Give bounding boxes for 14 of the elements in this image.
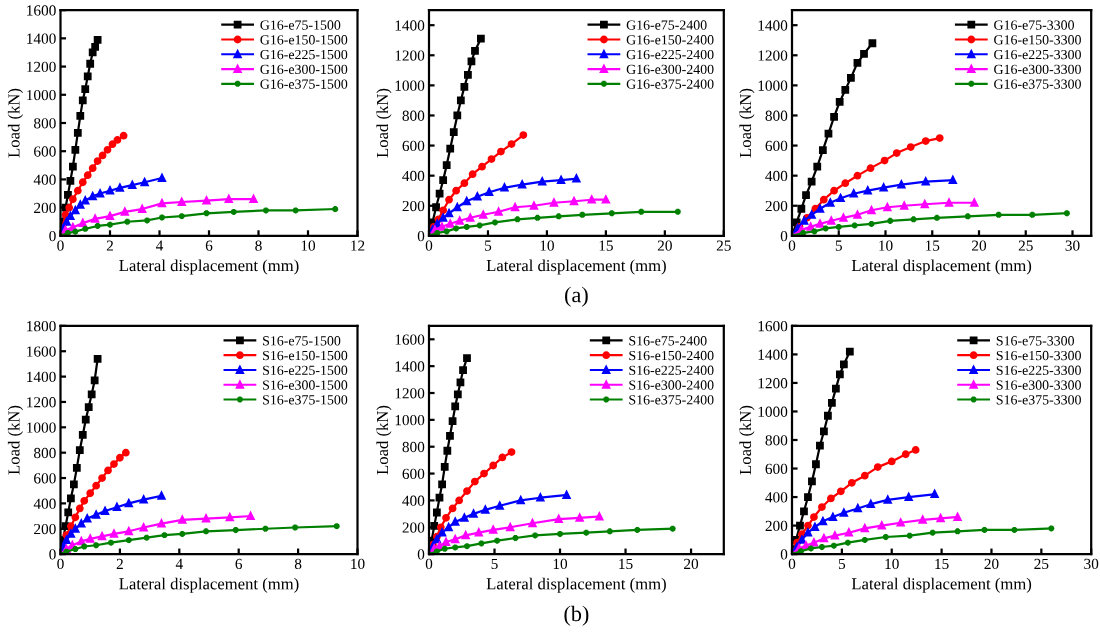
text: (a): [565, 286, 588, 307]
y-axis-title: Load (kN): [7, 88, 23, 158]
x-axis-title: Lateral displacement (mm): [851, 259, 1032, 275]
x-axis-title: Lateral displacement (mm): [119, 259, 299, 275]
x-axis-title: Lateral displacement (mm): [119, 577, 299, 593]
y-axis-title: Load (kN): [376, 88, 392, 158]
y-axis-title: Load (kN): [739, 88, 755, 158]
y-axis-title: Load (kN): [739, 405, 755, 475]
y-axis-title: Load (kN): [376, 405, 392, 475]
x-axis-title: Lateral displacement (mm): [486, 577, 666, 593]
x-axis-title: Lateral displacement (mm): [851, 577, 1032, 593]
x-axis-title: Lateral displacement (mm): [486, 259, 666, 275]
text: (b): [564, 605, 589, 626]
y-axis-title: Load (kN): [7, 405, 23, 475]
